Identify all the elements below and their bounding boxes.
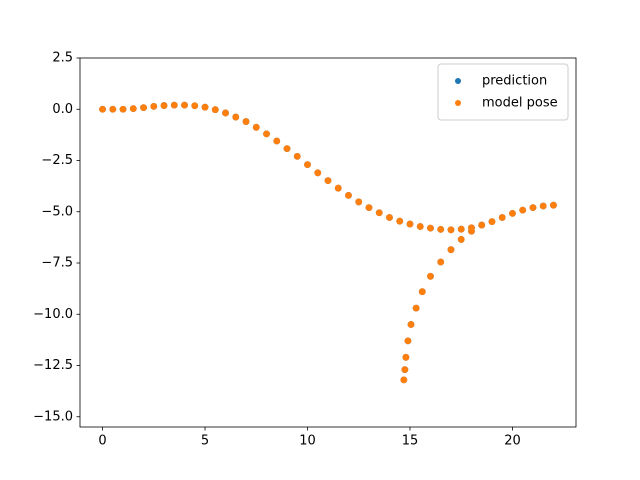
point [109, 105, 117, 113]
point [160, 102, 168, 109]
y-tick-label: −15.0 [33, 409, 73, 424]
point [404, 337, 412, 345]
plot-frame [79, 57, 577, 428]
point [406, 220, 414, 228]
y-tick-label: −2.5 [41, 153, 73, 168]
point [529, 204, 537, 212]
point [447, 246, 455, 254]
point [334, 184, 342, 192]
point [222, 109, 229, 117]
point [304, 161, 311, 169]
point [252, 123, 260, 131]
legend-marker [455, 78, 461, 84]
point [201, 103, 209, 111]
point [314, 169, 322, 177]
point [427, 272, 434, 280]
point [345, 191, 352, 199]
point [242, 118, 250, 125]
point [273, 137, 281, 145]
point [437, 225, 445, 233]
point [191, 102, 199, 110]
x-tick-label: 5 [201, 434, 209, 449]
point [478, 221, 486, 229]
point [550, 201, 557, 209]
legend-marker [455, 100, 461, 106]
point [539, 202, 547, 210]
point [232, 113, 240, 121]
point [99, 105, 106, 113]
point [416, 223, 424, 230]
point [324, 177, 332, 184]
point [396, 217, 404, 225]
point [447, 226, 455, 234]
legend-label: model pose [482, 96, 558, 111]
point [375, 209, 383, 217]
x-tick-label: 10 [299, 434, 316, 449]
point [181, 101, 188, 109]
legend-box [437, 63, 569, 121]
point [427, 224, 434, 232]
y-tick-label: 0.0 [52, 102, 73, 117]
x-tick-label: 15 [402, 434, 419, 449]
legend-label: prediction [482, 74, 547, 89]
y-tick-label: −10.0 [33, 307, 73, 322]
point [283, 145, 291, 153]
point [498, 214, 506, 221]
y-tick-label: 2.5 [52, 51, 73, 66]
y-tick-label: −12.5 [33, 358, 73, 373]
point [140, 104, 147, 112]
point [457, 236, 465, 243]
y-tick-label: −5.0 [41, 204, 73, 219]
point [386, 214, 393, 221]
point [211, 106, 219, 114]
point [150, 102, 158, 110]
x-tick-label: 0 [98, 434, 106, 449]
point [509, 209, 516, 217]
point [407, 321, 415, 328]
point [418, 288, 426, 296]
point [355, 198, 363, 206]
x-tick-label: 20 [504, 434, 521, 449]
point [365, 204, 373, 212]
point [129, 105, 137, 113]
point [488, 218, 496, 225]
point [293, 153, 301, 160]
point [263, 130, 270, 138]
point [401, 366, 409, 373]
point [437, 258, 445, 266]
point [400, 376, 408, 384]
point [457, 225, 465, 233]
point [170, 101, 178, 109]
point [519, 206, 527, 214]
point [468, 227, 475, 235]
point [402, 353, 410, 361]
y-tick-label: −7.5 [41, 256, 73, 271]
point [119, 105, 127, 113]
point [412, 304, 420, 312]
